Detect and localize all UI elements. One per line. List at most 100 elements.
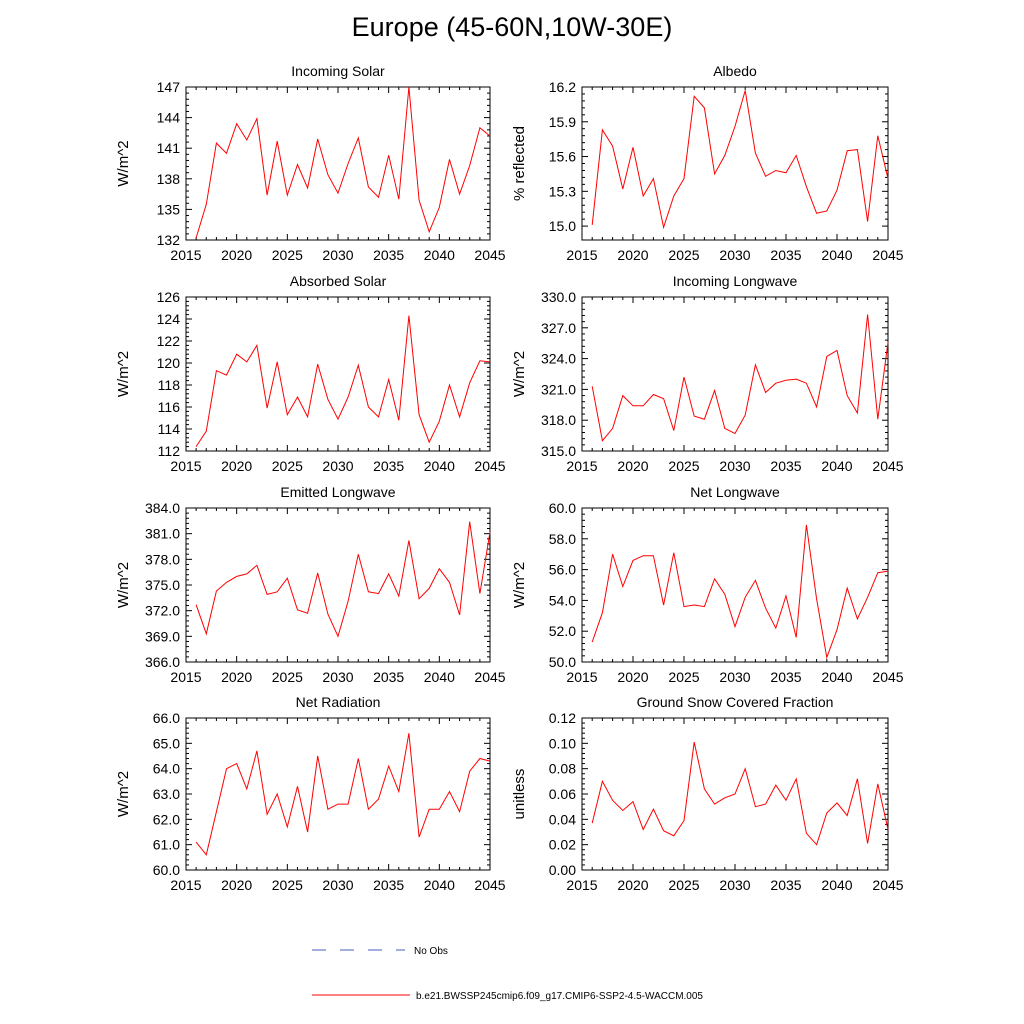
x-tick-label: 2025 (668, 458, 699, 474)
x-tick-label: 2035 (770, 877, 801, 893)
y-tick-label: 15.6 (549, 149, 576, 165)
x-tick-label: 2020 (221, 247, 252, 263)
x-tick-label: 2035 (770, 669, 801, 685)
x-tick-label: 2045 (872, 458, 903, 474)
y-tick-label: 0.08 (549, 761, 576, 777)
x-tick-label: 2030 (322, 877, 353, 893)
y-tick-label: 144 (157, 110, 181, 126)
x-tick-label: 2025 (272, 877, 303, 893)
x-tick-label: 2035 (770, 458, 801, 474)
panel-6: Net Longwave W/m^2 2015 2020 2025 2030 2035 204… (511, 484, 904, 685)
y-tick-label: 324.0 (541, 351, 576, 367)
panel-5: Emitted Longwave W/m^2 2015 2020 2025 2030 203… (115, 484, 506, 685)
y-tick-label: 369.0 (145, 628, 180, 644)
x-tick-label: 2045 (474, 458, 505, 474)
x-tick-label: 2040 (821, 458, 852, 474)
y-tick-label: 63.0 (153, 786, 180, 802)
x-tick-label: 2035 (373, 247, 404, 263)
x-tick-label: 2035 (373, 458, 404, 474)
x-tick-label: 2015 (170, 247, 201, 263)
y-tick-label: 15.9 (549, 114, 576, 130)
y-tick-label: 318.0 (541, 412, 576, 428)
x-tick-label: 2020 (221, 669, 252, 685)
panel-title: Albedo (713, 63, 757, 79)
x-tick-label: 2015 (566, 458, 597, 474)
panel-1: Incoming Solar W/m^2 2015 2020 2025 2030 2035 2… (115, 63, 506, 263)
y-tick-label: 64.0 (153, 761, 180, 777)
legend: No Obs b.e21.BWSSP245cmip6.f09_g17.CMIP6-… (312, 946, 703, 1002)
y-axis-label: W/m^2 (511, 351, 528, 397)
x-tick-label: 2035 (373, 669, 404, 685)
series-line (591, 524, 889, 660)
x-tick-label: 2025 (668, 669, 699, 685)
y-tick-label: 327.0 (541, 320, 576, 336)
y-tick-label: 120 (157, 355, 181, 371)
panel-title: Emitted Longwave (280, 484, 395, 500)
legend-obs-label: No Obs (414, 946, 448, 957)
plot-frame (581, 86, 889, 241)
y-tick-label: 321.0 (541, 381, 576, 397)
y-tick-label: 0.00 (549, 862, 576, 878)
x-tick-label: 2045 (474, 247, 505, 263)
figure-title: Europe (45-60N,10W-30E) (351, 12, 673, 42)
x-tick-label: 2015 (566, 669, 597, 685)
y-tick-label: 384.0 (145, 500, 180, 516)
x-tick-label: 2040 (821, 877, 852, 893)
y-tick-label: 54.0 (549, 592, 576, 608)
y-tick-label: 372.0 (145, 603, 180, 619)
series-line (195, 733, 491, 856)
y-tick-label: 0.12 (549, 710, 576, 726)
x-tick-label: 2045 (474, 877, 505, 893)
y-tick-label: 15.0 (549, 218, 576, 234)
y-tick-label: 126 (157, 289, 181, 305)
x-tick-label: 2040 (424, 458, 455, 474)
plot-frame (581, 507, 889, 663)
x-tick-label: 2040 (424, 247, 455, 263)
y-tick-label: 58.0 (549, 531, 576, 547)
plot-frame (185, 717, 491, 871)
y-tick-label: 118 (158, 377, 181, 393)
x-tick-label: 2030 (719, 877, 750, 893)
y-tick-label: 15.3 (549, 183, 576, 199)
panel-3: Absorbed Solar W/m^2 2015 2020 2025 2030 2035 2… (115, 273, 506, 474)
panel-4: Incoming Longwave W/m^2 2015 2020 2025 2030 20… (511, 273, 904, 474)
plot-frame (185, 86, 491, 241)
y-axis-label: W/m^2 (115, 140, 132, 186)
y-tick-label: 141 (157, 140, 181, 156)
panel-7: Net Radiation W/m^2 2015 2020 2025 2030 2035 20… (115, 694, 506, 893)
y-tick-label: 0.10 (549, 735, 576, 751)
y-axis-label: W/m^2 (511, 562, 528, 608)
x-tick-label: 2045 (474, 669, 505, 685)
y-tick-label: 138 (157, 171, 181, 187)
panel-title: Net Longwave (690, 484, 780, 500)
x-tick-label: 2020 (617, 247, 648, 263)
panel-title: Net Radiation (296, 694, 381, 710)
panel-2: Albedo % reflected 2015 2020 2025 2030 2035 204… (511, 63, 904, 263)
y-tick-label: 135 (157, 201, 181, 217)
legend-model-label: b.e21.BWSSP245cmip6.f09_g17.CMIP6-SSP2-4… (416, 991, 703, 1002)
x-tick-label: 2025 (272, 458, 303, 474)
x-tick-label: 2020 (221, 877, 252, 893)
plot-frame (185, 507, 491, 663)
x-tick-label: 2040 (424, 669, 455, 685)
y-tick-label: 112 (158, 443, 181, 459)
x-tick-label: 2045 (872, 247, 903, 263)
y-tick-label: 60.0 (153, 862, 180, 878)
y-axis-label: unitless (511, 769, 528, 820)
y-axis-label: W/m^2 (115, 771, 132, 817)
x-tick-label: 2045 (872, 877, 903, 893)
panel-8: Ground Snow Covered Fraction unitless 2015… (511, 694, 904, 893)
x-tick-label: 2030 (719, 247, 750, 263)
series-line (195, 86, 491, 239)
x-tick-label: 2015 (170, 877, 201, 893)
y-tick-label: 114 (158, 421, 181, 437)
x-tick-label: 2030 (719, 669, 750, 685)
x-tick-label: 2020 (617, 669, 648, 685)
series-line (195, 315, 491, 447)
y-tick-label: 62.0 (153, 811, 180, 827)
y-tick-label: 366.0 (145, 654, 180, 670)
x-tick-label: 2025 (668, 877, 699, 893)
y-tick-label: 66.0 (153, 710, 180, 726)
y-tick-label: 60.0 (549, 500, 576, 516)
